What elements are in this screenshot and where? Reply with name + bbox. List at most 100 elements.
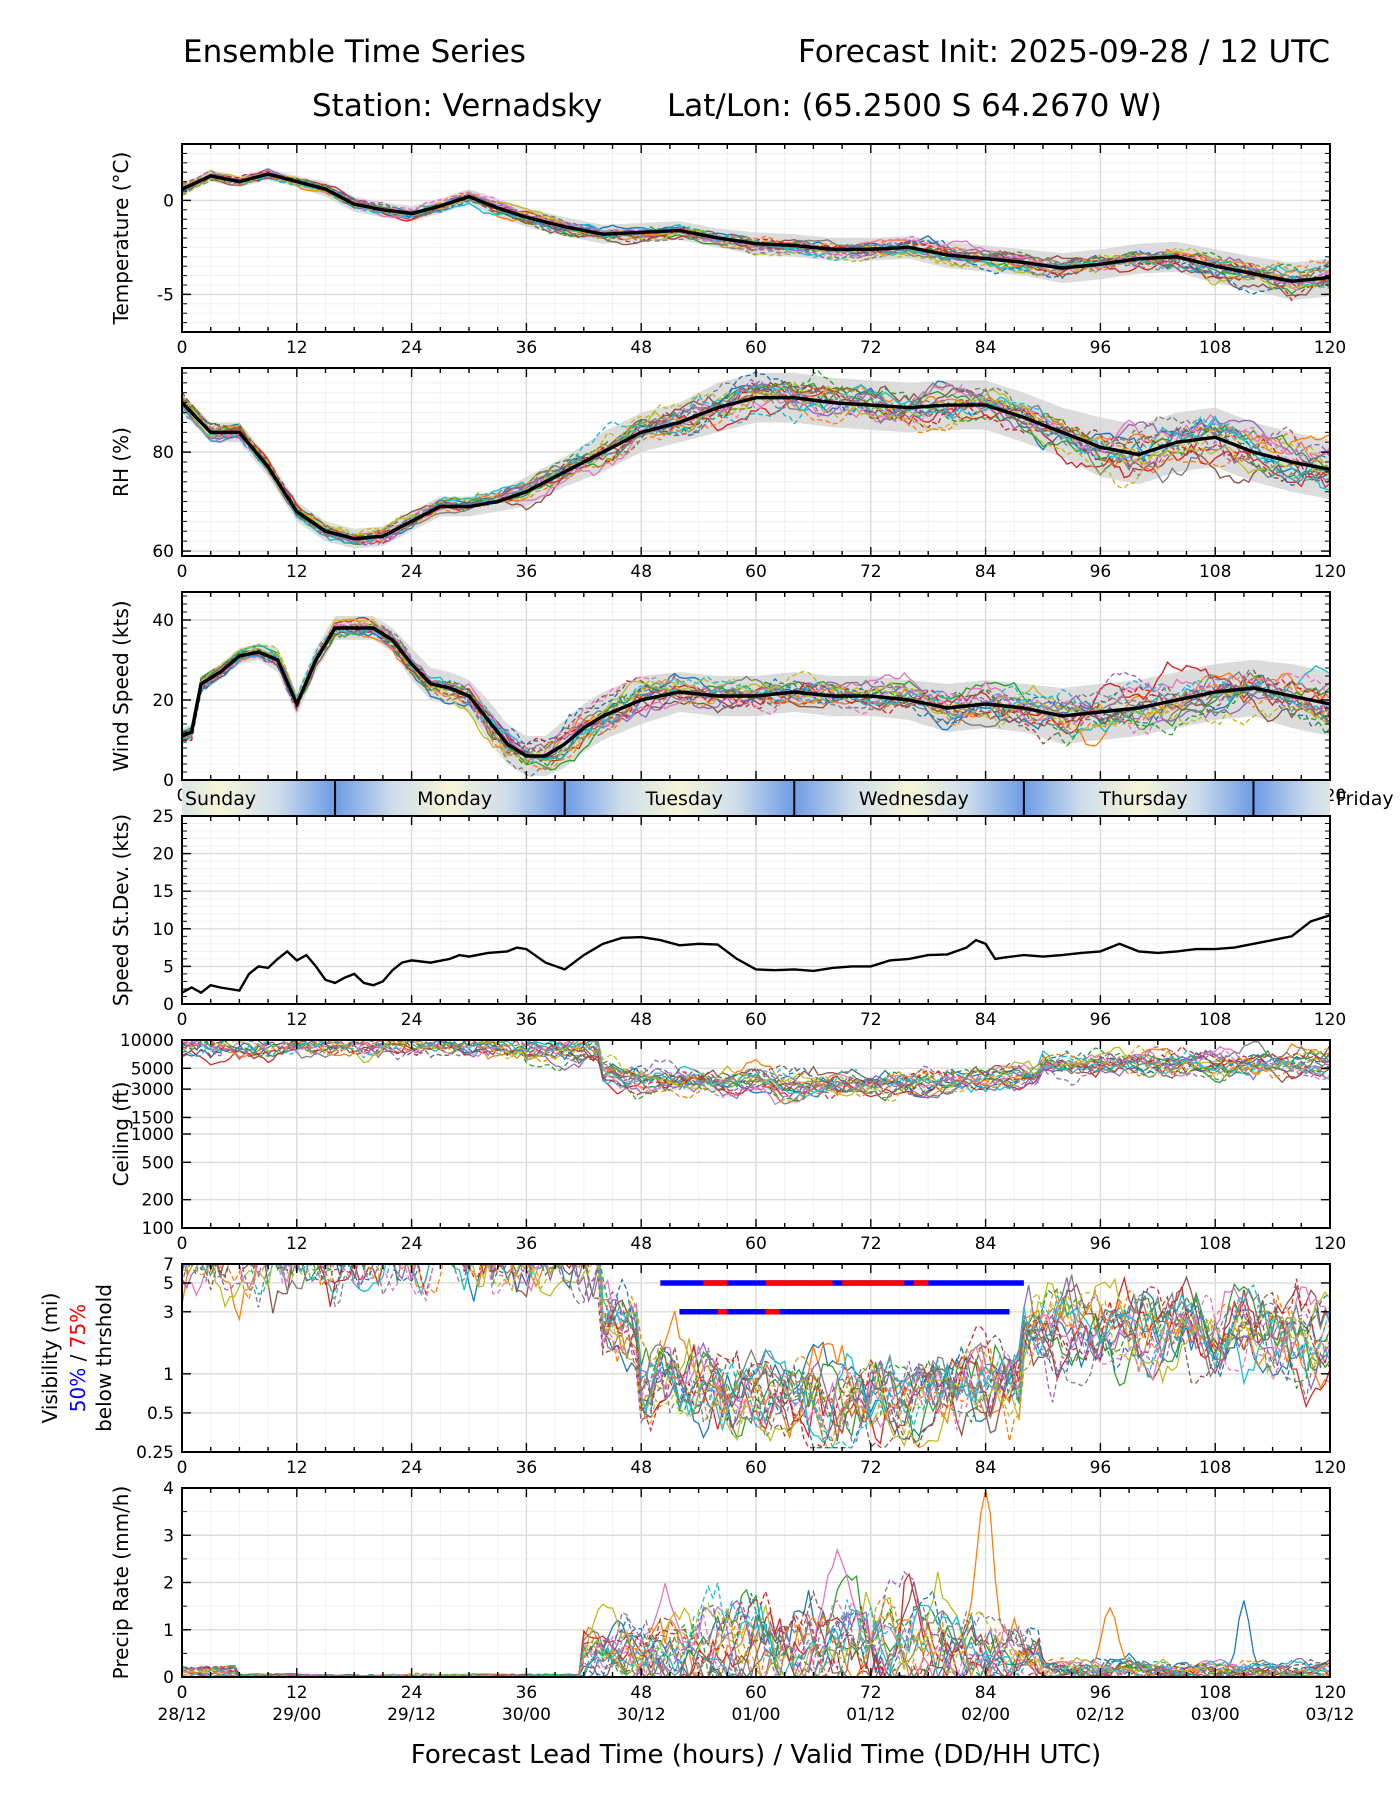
temperature-xtick-label: 36 (516, 338, 538, 358)
ceiling-member-line (320, 1040, 389, 1064)
speed_stdev-xtick-label: 48 (630, 1010, 652, 1030)
precip_rate-xtick-label: 72 (860, 1683, 882, 1703)
valid-time-label: 30/12 (617, 1705, 666, 1725)
valid-time-label: 03/12 (1306, 1705, 1355, 1725)
rh-member-line (182, 369, 1330, 544)
speed_stdev-xtick-label: 60 (745, 1010, 767, 1030)
rh-member-line (182, 382, 1330, 544)
ceiling-member-line (415, 1042, 451, 1050)
speed_stdev-xtick-label: 120 (1314, 1010, 1346, 1030)
visibility-ytick-label: 1 (163, 1365, 174, 1385)
speed_stdev-ytick-label: 0 (163, 995, 174, 1015)
precip_rate-xtick-label: 48 (630, 1683, 652, 1703)
ceiling-frame: 0 12 24 36 48 60 72 84 96 108 120 100 200 500 10001500… (109, 1031, 1346, 1254)
precip_rate-xtick-label: 108 (1199, 1683, 1231, 1703)
precip_rate-ytick-label: 4 (163, 1479, 174, 1499)
temperature-xtick-label: 60 (745, 338, 767, 358)
ceiling-ytick-label: 3000 (131, 1080, 174, 1100)
visibility-xtick-label: 72 (860, 1458, 882, 1478)
valid-time-label: 02/00 (961, 1705, 1010, 1725)
speed_stdev-xtick-label: 84 (975, 1010, 997, 1030)
valid-time-label: 02/12 (1076, 1705, 1125, 1725)
ceiling-xtick-label: 12 (286, 1234, 308, 1254)
rh-xtick-label: 60 (745, 562, 767, 582)
visibility-member-line (252, 1264, 1330, 1449)
speed_stdev-ytick-label: 15 (152, 882, 174, 902)
rh-xtick-label: 36 (516, 562, 538, 582)
temperature-xtick-label: 12 (286, 338, 308, 358)
speed_stdev-ytick-label: 5 (163, 957, 174, 977)
precip-member-line (182, 1570, 1330, 1677)
visibility-xtick-label: 96 (1090, 1458, 1112, 1478)
ceiling-xtick-label: 0 (177, 1234, 188, 1254)
visibility-ytick-label: 5 (163, 1274, 174, 1294)
ceiling-member-line (588, 1040, 1330, 1095)
ceiling-ytick-label: 500 (142, 1153, 174, 1173)
precip-member-line (182, 1601, 1330, 1677)
ceiling-member-line (602, 1047, 1330, 1102)
wind_speed-member-line (182, 626, 1330, 747)
day-band (1023, 781, 1254, 815)
visibility-member-line (193, 1264, 1330, 1435)
ceiling-member-line (191, 1040, 273, 1057)
ceiling-xtick-label: 48 (630, 1234, 652, 1254)
visibility-member-line (182, 1264, 1330, 1421)
precip_rate-ylabel: Precip Rate (mm/h) (109, 1486, 133, 1680)
temperature-member-line (182, 169, 1330, 288)
ceiling-member-line (182, 1040, 226, 1058)
temperature-xtick-label: 48 (630, 338, 652, 358)
temperature-xtick-label: 0 (177, 338, 188, 358)
ceiling-ylabel: Ceiling (ft) (109, 1082, 133, 1187)
day-label-monday: Monday (417, 788, 492, 810)
valid-time-label: 01/12 (846, 1705, 895, 1725)
temperature-ylabel: Temperature (°C) (109, 152, 133, 326)
precip_rate-xtick-label: 36 (516, 1683, 538, 1703)
ceiling-member-line (406, 1040, 465, 1059)
ceiling-xtick-label: 36 (516, 1234, 538, 1254)
day-label-wednesday: Wednesday (859, 788, 969, 810)
wind_speed-ylabel: Wind Speed (kts) (109, 600, 133, 771)
rh-ytick-label: 80 (152, 443, 174, 463)
visibility-xtick-label: 48 (630, 1458, 652, 1478)
visibility-ytick-label: 0.25 (136, 1443, 174, 1463)
precip_rate-ytick-label: 0 (163, 1668, 174, 1688)
day-band (564, 781, 795, 815)
speed_stdev-axes (181, 815, 1331, 1005)
latlon-label: Lat/Lon: (65.2500 S 64.2670 W) (667, 88, 1162, 124)
precip-member-line (182, 1589, 1330, 1677)
wind_speed-member-line (182, 616, 1330, 762)
visibility-ylabel-thresholds: 50% / 75% (66, 1304, 90, 1412)
ceiling-member-line (306, 1040, 441, 1057)
visibility-ytick-label: 0.5 (147, 1404, 174, 1424)
visibility-member-line (277, 1264, 1330, 1431)
ceiling-member-line (488, 1040, 580, 1062)
day-label-sunday: Sunday (185, 788, 256, 810)
ceiling-xtick-label: 120 (1314, 1234, 1346, 1254)
day-band (335, 781, 565, 815)
temperature-member-line (182, 174, 1330, 290)
rh-xtick-label: 84 (975, 562, 997, 582)
temperature-xtick-label: 96 (1090, 338, 1112, 358)
visibility-xtick-label: 0 (177, 1458, 188, 1478)
visibility-ytick-label: 7 (163, 1255, 174, 1275)
ceiling-series (182, 1040, 1330, 1106)
day-strip: Sunday Monday Tuesday Wednesday Thursday Frid… (182, 781, 1394, 815)
ceiling-member-line (358, 1040, 479, 1061)
ceiling-xtick-label: 72 (860, 1234, 882, 1254)
ceiling-member-line (516, 1040, 1330, 1100)
visibility-xtick-label: 12 (286, 1458, 308, 1478)
visibility-xtick-label: 24 (401, 1458, 423, 1478)
speed_stdev-ylabel: Speed St.Dev. (kts) (109, 814, 133, 1006)
precip_rate-xtick-label: 60 (745, 1683, 767, 1703)
temperature-mean-line (182, 172, 1330, 283)
ceiling-ytick-label: 100 (142, 1219, 174, 1239)
visibility-member-line (249, 1264, 1330, 1449)
visibility-xtick-label: 36 (516, 1458, 538, 1478)
precip_rate-xtick-label: 24 (401, 1683, 423, 1703)
rh-frame: 0 12 24 36 48 60 72 84 96 108 120 60 80 RH (%) (109, 367, 1346, 582)
rh-ylabel: RH (%) (109, 427, 133, 497)
visibility-xtick-label: 108 (1199, 1458, 1231, 1478)
rh-member-line (182, 382, 1330, 542)
valid-time-label: 03/00 (1191, 1705, 1240, 1725)
ceiling-member-line (310, 1040, 384, 1054)
